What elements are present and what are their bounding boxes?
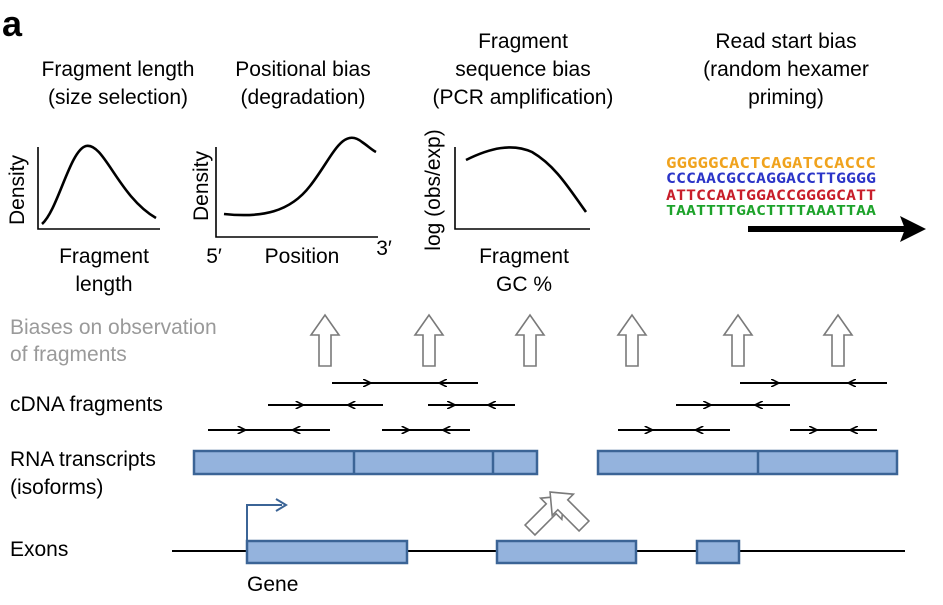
fragment-length-title-2: (size selection) — [48, 86, 188, 109]
positional-bias-ylabel: Density — [190, 150, 213, 221]
splice-arrows — [523, 491, 591, 537]
positional-bias-x-start: 5′ — [206, 245, 222, 268]
read-start-title-1: Read start bias — [715, 30, 856, 53]
biases-label-1: Biases on observation — [10, 316, 217, 339]
positional-bias-x-end: 3′ — [376, 237, 392, 260]
sequence-logo: GGGGGCACTCAGATCCACCCCCCAACGCCAGGACCTTGGG… — [666, 154, 876, 219]
sequence-bias-title-3: (PCR amplification) — [433, 86, 614, 109]
tss-arrow-icon — [275, 498, 288, 512]
transcript-1 — [192, 449, 539, 476]
biases-label-2: of fragments — [10, 343, 127, 366]
read-start-title-3: priming) — [748, 86, 824, 109]
up-arrow-icon — [413, 313, 445, 367]
up-arrow-icon — [309, 313, 341, 367]
exon-1 — [245, 539, 409, 565]
cdna-fragments — [208, 383, 887, 430]
positional-bias-title-1: Positional bias — [235, 58, 370, 81]
sequence-bias-xlabel-2: GC % — [496, 273, 552, 296]
read-start-title-2: (random hexamer — [703, 58, 869, 81]
panel-label: a — [2, 3, 23, 44]
sequence-bias-axes — [454, 147, 590, 230]
sequence-bias-title-1: Fragment — [478, 30, 568, 53]
bias-arrows — [309, 313, 854, 367]
up-arrow-icon — [822, 313, 854, 367]
positional-bias-axes — [215, 147, 378, 238]
exon-3 — [695, 539, 741, 565]
up-arrow-icon — [722, 313, 754, 367]
logo-row: TAATTTTGACTTTTAAATTAA — [666, 204, 876, 219]
tss-arrow — [246, 504, 282, 541]
rna-label-2: (isoforms) — [10, 476, 103, 499]
logo-row: GGGGGCACTCAGATCCACCC — [666, 154, 876, 172]
positional-bias-x-mid: Position — [265, 245, 340, 268]
up-arrow-icon — [514, 313, 546, 367]
positional-bias-curve — [223, 136, 377, 217]
logo-row: CCCAACGCCAGGACCTTGGGG — [666, 171, 876, 187]
fragment-length-curve — [41, 144, 157, 225]
fragment-length-xlabel-2: length — [75, 273, 132, 296]
gene-label: Gene — [247, 573, 298, 596]
fragment-length-ylabel: Density — [6, 154, 29, 225]
cdna-label: cDNA fragments — [10, 393, 163, 416]
fragment-length-axes — [37, 147, 160, 230]
sequence-bias-title-2: sequence bias — [455, 58, 590, 81]
exon-2 — [495, 539, 638, 565]
fragment-length-title-1: Fragment length — [42, 58, 195, 81]
up-arrow-icon — [616, 313, 648, 367]
sequence-bias-curve — [465, 146, 588, 213]
read-direction-arrowhead — [900, 216, 926, 242]
rna-label-1: RNA transcripts — [10, 448, 156, 471]
positional-bias-title-2: (degradation) — [241, 86, 366, 109]
logo-row: ATTCCAATGGACCGGGGCATT — [666, 188, 876, 204]
fragment-length-xlabel-1: Fragment — [59, 245, 149, 268]
exons-label: Exons — [10, 538, 68, 561]
sequence-bias-ylabel: log (obs/exp) — [422, 129, 445, 250]
transcript-2 — [596, 449, 899, 476]
sequence-bias-xlabel-1: Fragment — [479, 245, 569, 268]
